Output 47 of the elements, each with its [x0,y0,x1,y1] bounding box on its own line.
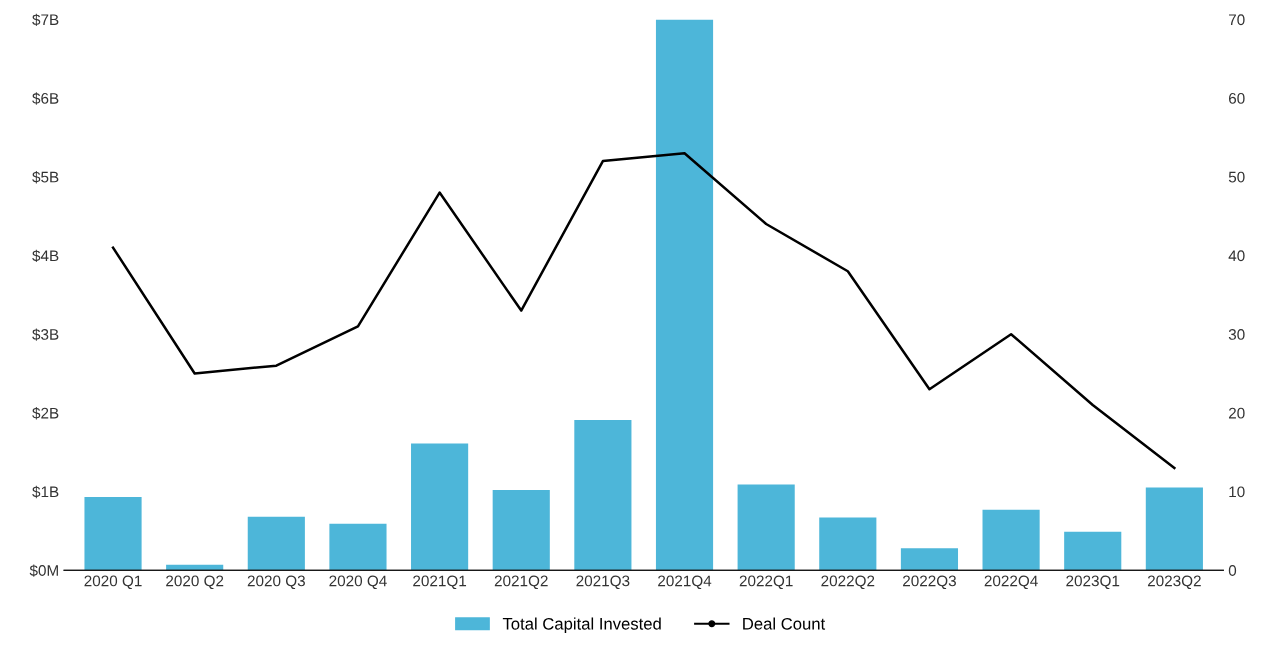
legend-label: Total Capital Invested [502,617,661,633]
x-tick-label: 2023Q2 [1147,575,1201,590]
x-tick-label: 2022Q4 [984,575,1038,590]
x-tick-label: 2021Q2 [494,575,548,590]
bar [329,523,387,571]
y-tick-label: $0M [29,564,58,577]
bar [492,489,550,571]
y2-tick-label: 40 [1228,250,1245,262]
bar [1064,531,1122,571]
x-tick-label: 2021Q1 [413,575,467,590]
y2-tick-label: 50 [1228,171,1245,183]
y-tick-label: $6B [32,92,59,105]
bar [247,516,305,571]
bar [84,497,142,571]
y-tick-label: $2B [32,407,59,420]
x-tick-label: 2020 Q2 [166,575,224,590]
line-series [111,151,1176,470]
y-tick-label: $3B [32,328,59,341]
y2-tick-label: 60 [1228,92,1245,104]
x-tick-label: 2020 Q3 [247,575,305,590]
x-tick-label: 2022Q2 [821,575,875,590]
x-tick-label: 2021Q4 [658,575,712,590]
y-tick-label: $7B [32,13,59,27]
y2-tick-label: 10 [1229,486,1245,498]
y-tick-label: $1B [32,485,59,499]
x-tick-label: 2023Q1 [1066,575,1120,590]
x-tick-label: 2020 Q4 [329,575,387,590]
bar [574,419,632,571]
bar [655,19,714,571]
y2-tick-label: 0 [1228,565,1237,576]
x-tick-label: 2021Q3 [576,575,630,590]
bar [166,564,224,571]
x-tick-label: 2022Q3 [903,575,956,590]
y-tick-label: $5B [32,171,59,184]
x-tick-label: 2020 Q1 [84,575,142,590]
x-tick-label: 2022Q1 [739,575,793,590]
y2-tick-label: 30 [1228,329,1245,340]
y-tick-label: $4B [32,249,59,263]
y2-tick-label: 20 [1228,407,1245,419]
bar [737,484,795,571]
legend-label: Deal Count [743,617,826,630]
bar [411,443,469,571]
bar [1145,487,1203,571]
bar [900,548,959,571]
bar [819,517,877,571]
y2-tick-label: 70 [1229,14,1245,26]
bar [982,509,1040,571]
